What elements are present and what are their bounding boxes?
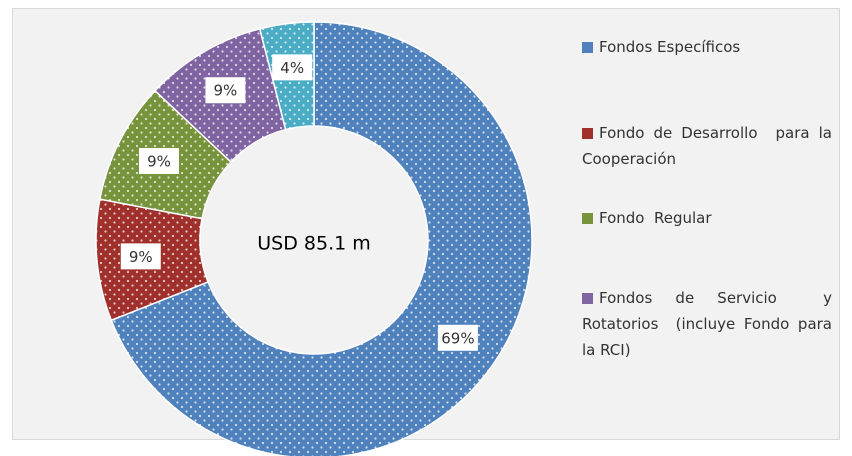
- legend-entry: Fondos Específicos: [582, 34, 832, 60]
- legend-swatch: [582, 42, 593, 53]
- data-label: 9%: [214, 82, 238, 100]
- label-box: [138, 148, 179, 175]
- legend-label: Fondos de Servicio y Rotatorios (incluye…: [582, 289, 837, 359]
- legend-label: Fondos Específicos: [599, 38, 741, 56]
- legend-label: Fondo Regular: [599, 209, 712, 227]
- legend-label: Fondo de Desarrollo para la Cooperación: [582, 124, 837, 168]
- center-label: USD 85.1 m: [257, 233, 371, 255]
- legend-entry: Fondo Regular: [582, 205, 832, 231]
- label-box: [272, 54, 313, 81]
- label-box: [205, 77, 246, 104]
- legend-swatch: [582, 128, 593, 139]
- legend-swatch: [582, 213, 593, 224]
- data-label: 4%: [280, 59, 304, 77]
- data-label: 9%: [147, 153, 171, 171]
- legend-entry: Fondo de Desarrollo para la Cooperación: [582, 120, 832, 172]
- label-box: [120, 243, 161, 270]
- data-label: 9%: [129, 248, 153, 266]
- label-box: [437, 324, 478, 351]
- legend-entry: Fondos de Servicio y Rotatorios (incluye…: [582, 285, 832, 363]
- legend-swatch: [582, 293, 593, 304]
- data-label: 69%: [441, 329, 474, 347]
